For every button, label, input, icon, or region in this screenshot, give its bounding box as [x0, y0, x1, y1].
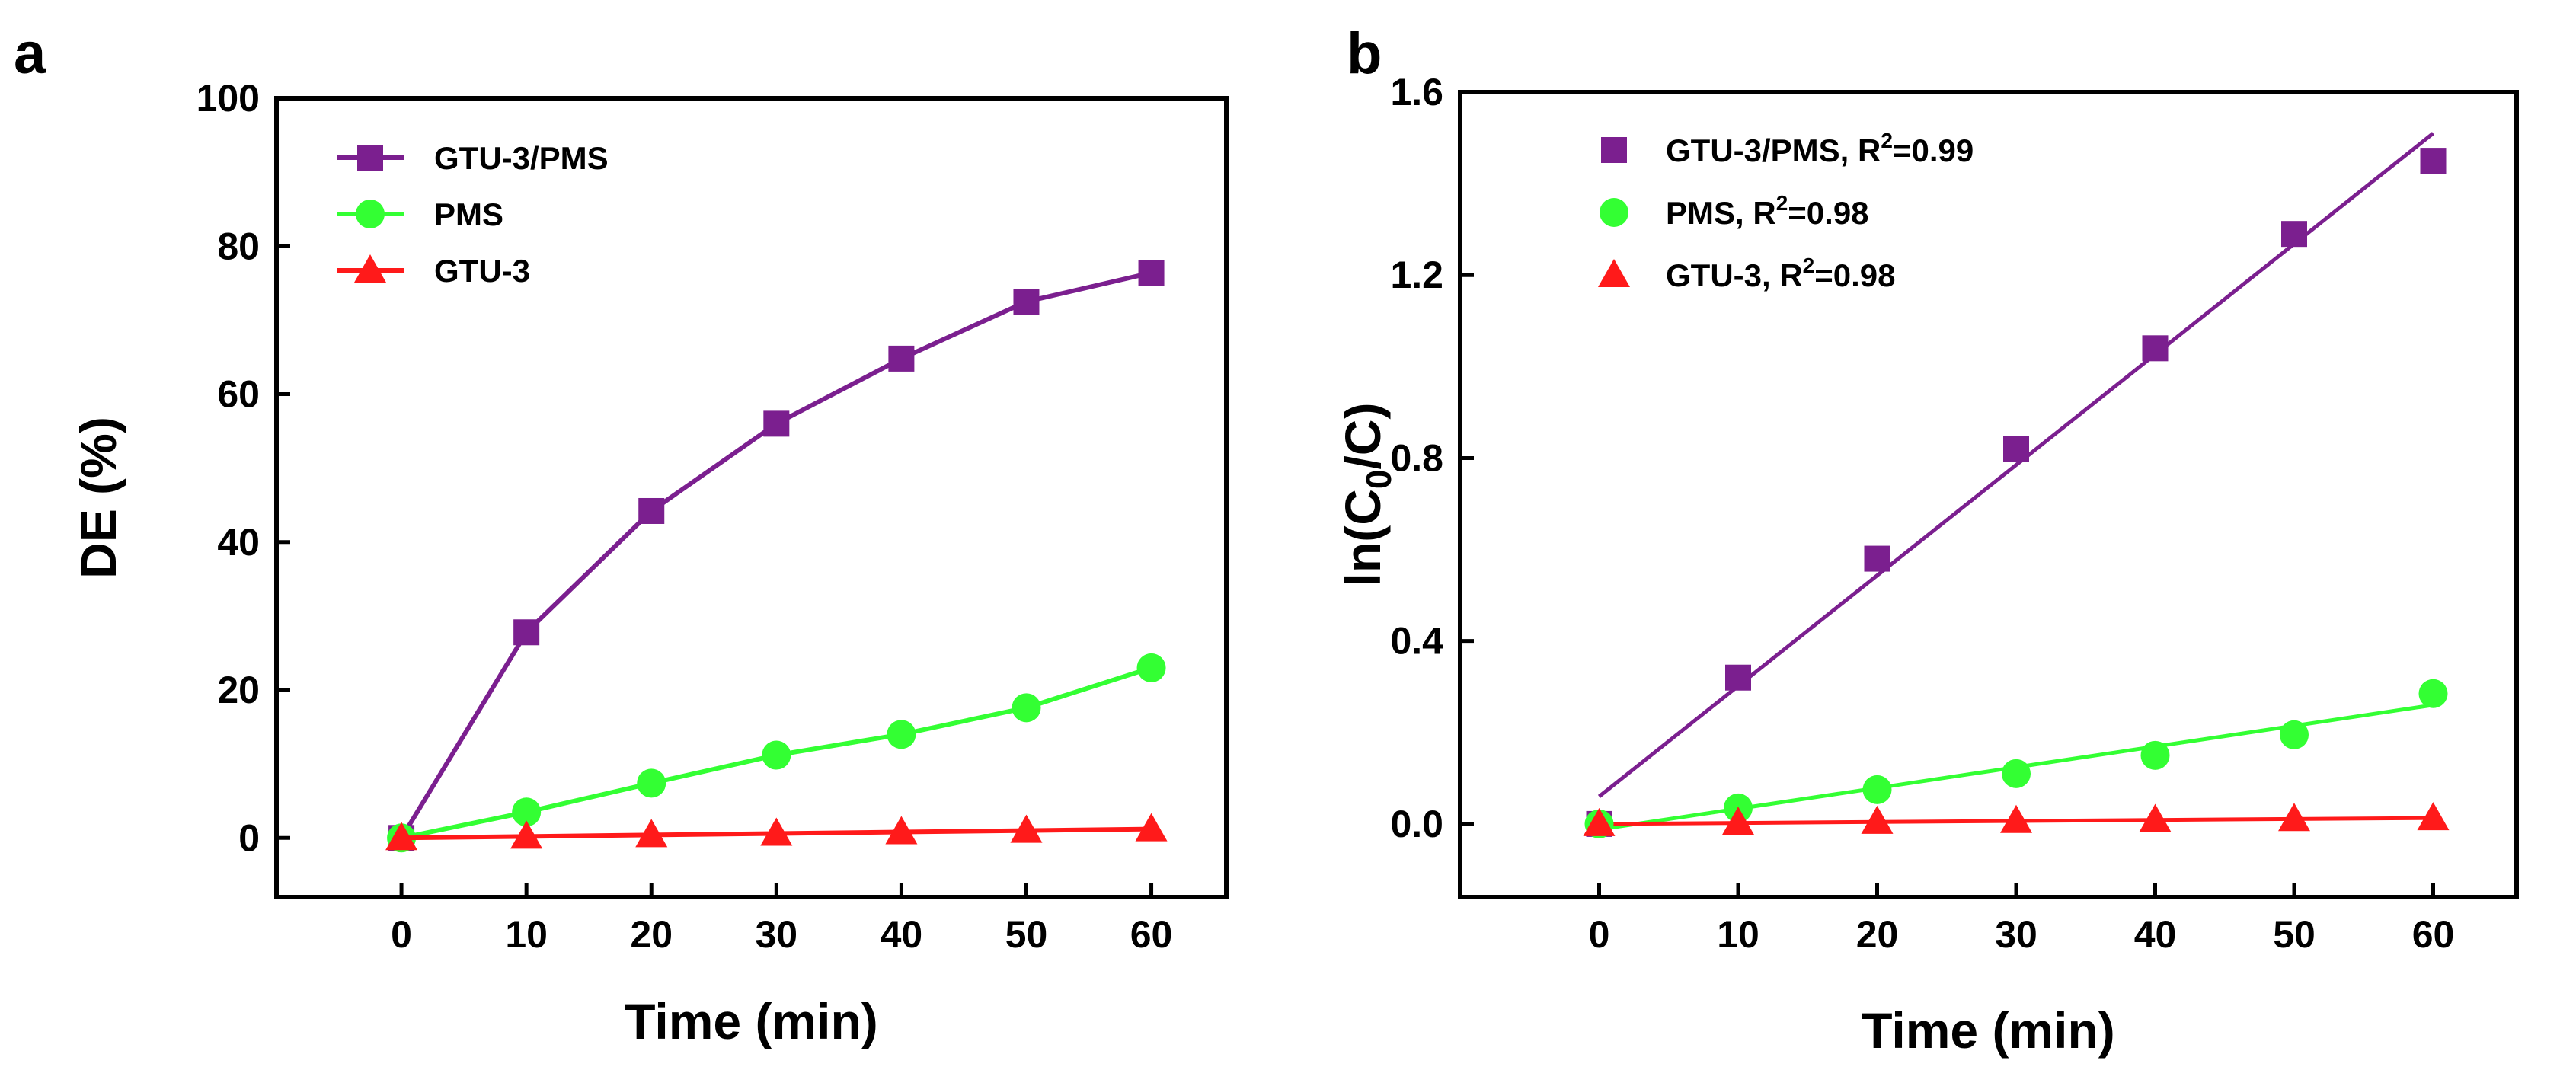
panel-b-x-tick-label: 10: [1717, 913, 1759, 956]
panel-b-x-tick-label: 20: [1856, 913, 1899, 956]
panel-a-gtu3-point: [385, 822, 418, 851]
panel-b-legend-gtu3-marker: [1598, 259, 1630, 287]
panel-b-pms-point: [2002, 759, 2031, 788]
panel-b-gtu3-point: [2417, 802, 2450, 831]
panel-a-y-tick-label: 100: [197, 77, 260, 120]
panel-a-legend-gtu3-marker: [354, 254, 386, 283]
panel-b-gtu3-point: [2139, 803, 2172, 832]
panel-a-x-tick-label: 20: [630, 913, 673, 956]
panel-b-gtu3-point: [2278, 803, 2310, 832]
panel-a-plot-frame: [274, 96, 1229, 899]
panel-b-gtu3-point: [2000, 804, 2032, 833]
panel-a-x-tick-label: 0: [391, 913, 412, 956]
panel-b-pms-point: [2140, 740, 2170, 770]
panel-a-gtu3-point: [1010, 814, 1043, 843]
panel-a-y-tick-label: 40: [217, 521, 260, 564]
panel-a-legend-pms-marker: [356, 200, 385, 228]
panel-a: a 0 10 20 30 40 50 60 0 20 40 60 80 100 GTU-3/PMS PMS…: [14, 21, 1229, 1049]
panel-b-x-tick-label: 50: [2273, 913, 2316, 956]
panel-b-legend-gtu3-pms-marker: [1601, 137, 1627, 163]
panel-b-legend-gtu3-pms-label: GTU-3/PMS, R2=0.99: [1666, 129, 1974, 168]
panel-a-y-tick-label: 0: [238, 816, 260, 859]
panel-b-y-tick-label: 1.6: [1390, 71, 1443, 113]
panel-b-y-tick-label: 0.8: [1390, 436, 1443, 479]
panel-a-y-axis-title: DE (%): [70, 417, 126, 579]
panel-b-x-tick-label: 0: [1589, 913, 1610, 956]
panel-a-gtu3-point: [760, 817, 793, 846]
panel-b-gtu3-pms-point: [1725, 664, 1751, 691]
panel-a-gtu3-pms-point: [1138, 260, 1165, 286]
panel-b-y-axis-title-main: ln(C: [1334, 489, 1391, 586]
panel-a-gtu3-pms-point: [888, 345, 915, 372]
panel-b-gtu3-pms-point: [2142, 335, 2169, 362]
panel-a-gtu3-pms-point: [638, 497, 665, 524]
panel-b-y-tick-label: 0.4: [1390, 620, 1443, 663]
panel-b-y-axis-title-subscript: 0: [1359, 470, 1398, 490]
panel-b-gtu3-pms-point: [2003, 436, 2029, 462]
panel-b-gtu3-pms-point: [1864, 545, 1890, 572]
panel-b-y-axis-title-end: /C): [1334, 403, 1391, 470]
panel-a-pms-point: [887, 720, 916, 749]
panel-a-legend-gtu3-label: GTU-3: [434, 253, 530, 289]
panel-a-pms-point: [637, 768, 666, 798]
panel-b-legend-gtu3-label: GTU-3, R2=0.98: [1666, 254, 1896, 293]
panel-a-x-tick-label: 30: [756, 913, 798, 956]
panel-a-gtu3-point: [510, 820, 543, 849]
panel-a-gtu3-pms-point: [763, 410, 790, 437]
panel-b-pms-point: [2418, 679, 2448, 708]
panel-b: b 0 10 20 30 40 50 60 0.0 0.4 0.8 1.2 1.6 GTU-3/PMS…: [1334, 21, 2519, 1059]
panel-a-x-tick-label: 60: [1130, 913, 1173, 956]
panel-a-pms-point: [1012, 693, 1041, 723]
panel-b-y-tick-label: 1.2: [1390, 254, 1443, 296]
panel-a-legend-pms-label: PMS: [434, 196, 503, 232]
panel-b-pms-point: [2280, 720, 2309, 749]
panel-a-y-tick-label: 60: [217, 373, 260, 416]
panel-a-gtu3-point: [1135, 813, 1168, 842]
panel-b-x-axis-title: Time (min): [1862, 1002, 2114, 1059]
panel-b-gtu3-point: [1583, 807, 1616, 836]
panel-a-x-tick-label: 10: [505, 913, 548, 956]
panel-a-gtu3-point: [885, 816, 918, 845]
panel-b-letter: b: [1347, 21, 1382, 86]
panel-a-gtu3-point: [635, 819, 668, 848]
panel-a-legend: GTU-3/PMS PMS GTU-3: [337, 140, 609, 289]
panel-b-gtu3-point: [1861, 805, 1894, 834]
panel-b-legend: GTU-3/PMS, R2=0.99 PMS, R2=0.98 GTU-3, R2=…: [1598, 129, 1974, 293]
panel-b-gtu3-pms-point: [2281, 221, 2307, 248]
panel-a-pms-point: [512, 797, 542, 827]
panel-b-pms-point: [1862, 775, 1892, 804]
panel-a-gtu3-pms-point: [513, 619, 540, 646]
panel-a-y-tick-label: 20: [217, 669, 260, 711]
panel-b-gtu3-pms-fit-line: [1597, 132, 2435, 798]
panel-b-x-tick-label: 60: [2412, 913, 2455, 956]
panel-a-pms-point: [1136, 653, 1166, 682]
panel-b-y-tick-label: 0.0: [1390, 803, 1443, 845]
panel-a-x-tick-label: 50: [1005, 913, 1048, 956]
panel-a-x-tick-label: 40: [881, 913, 923, 956]
panel-a-y-tick-label: 80: [217, 225, 260, 267]
panel-b-x-tick-label: 40: [2134, 913, 2177, 956]
panel-b-legend-pms-label: PMS, R2=0.98: [1666, 191, 1869, 231]
panel-a-legend-gtu3-pms-marker: [357, 145, 383, 171]
panel-b-gtu3-point: [1722, 807, 1754, 835]
panel-b-plot-frame: [1458, 90, 2519, 899]
panel-b-x-tick-label: 30: [1995, 913, 2037, 956]
panel-a-legend-gtu3-pms-label: GTU-3/PMS: [434, 140, 609, 176]
panel-b-gtu3-pms-point: [2420, 148, 2447, 174]
panel-a-letter: a: [14, 21, 46, 86]
panel-b-y-axis-title: ln(C0/C): [1334, 403, 1398, 587]
panel-a-x-axis-title: Time (min): [625, 993, 877, 1049]
panel-a-pms-point: [762, 740, 791, 770]
panel-a-gtu3-pms-point: [1013, 289, 1040, 315]
panel-b-legend-pms-marker: [1600, 198, 1628, 227]
